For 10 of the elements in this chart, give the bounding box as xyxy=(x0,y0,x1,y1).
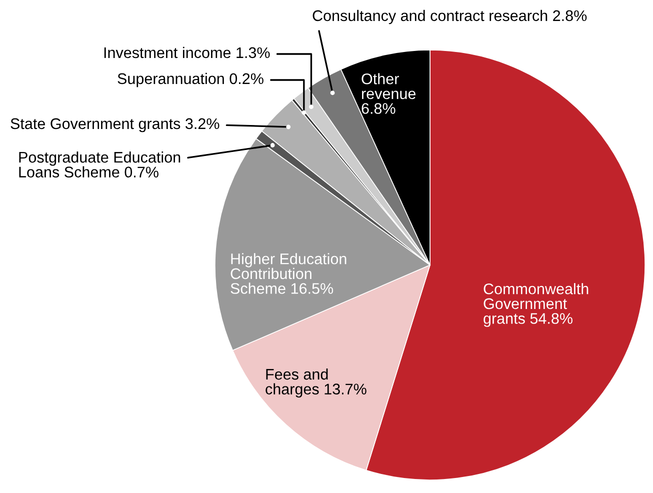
slice-label: Fees and charges 13.7% xyxy=(266,368,366,398)
slice-label: State Government grants 3.2% xyxy=(10,118,220,132)
slice-label: Consultancy and contract research 2.8% xyxy=(312,10,587,24)
slice-label: Postgraduate Education Loans Scheme 0.7% xyxy=(19,151,180,178)
slice-label: Other revenue xyxy=(362,73,416,100)
data-label: 6.8% xyxy=(362,103,396,114)
slice-label: Investment income 1.3% xyxy=(104,46,270,58)
slice-label: Superannuation 0.2% xyxy=(118,72,264,88)
slice-label: Commonwealth Government grants 54.8% xyxy=(484,283,588,327)
slice-label: Higher Education Contribution Scheme 16.5% xyxy=(230,253,346,294)
